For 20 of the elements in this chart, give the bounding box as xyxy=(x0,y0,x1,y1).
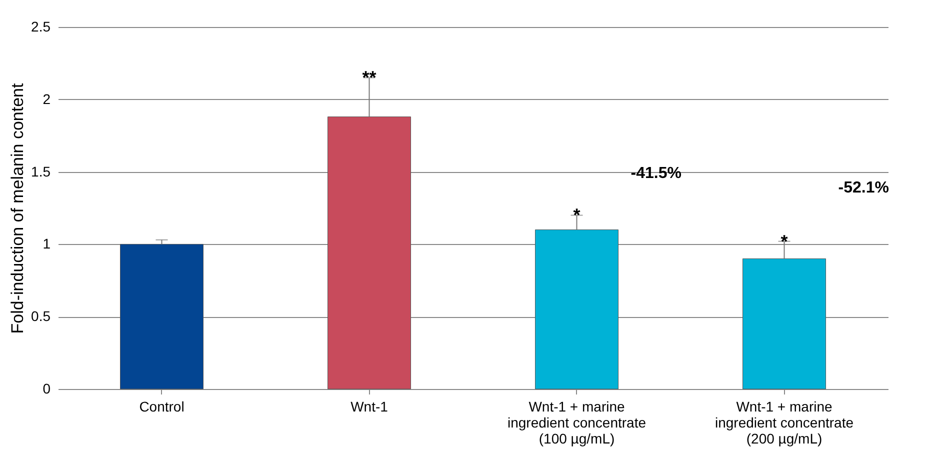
bar xyxy=(742,258,826,390)
x-tick-label: Wnt-1 xyxy=(350,398,388,414)
x-tick-label: Wnt-1 + marine ingredient concentrate (100 µg/mL) xyxy=(507,398,646,446)
x-tick-label: Control xyxy=(139,398,184,414)
x-tick-label: Wnt-1 + marine ingredient concentrate (200 µg/mL) xyxy=(714,398,854,446)
y-tick-label: 2 xyxy=(42,90,51,107)
y-tick-label: 0.5 xyxy=(31,308,51,324)
y-tick-label: 1.5 xyxy=(31,163,51,180)
y-axis-title: Fold-induction of melanin content xyxy=(8,83,28,334)
y-tick-label: 2.5 xyxy=(31,18,51,34)
y-tick-label: 0 xyxy=(42,380,51,396)
annotation: * xyxy=(780,231,788,252)
bar xyxy=(120,244,204,390)
annotation: ** xyxy=(362,68,376,88)
bar xyxy=(328,116,411,390)
annotation: * xyxy=(573,205,580,226)
y-tick-label: 1 xyxy=(42,236,51,252)
annotation: -52.1% xyxy=(838,180,889,197)
annotation: -41.5% xyxy=(630,165,682,182)
bar xyxy=(535,229,618,390)
